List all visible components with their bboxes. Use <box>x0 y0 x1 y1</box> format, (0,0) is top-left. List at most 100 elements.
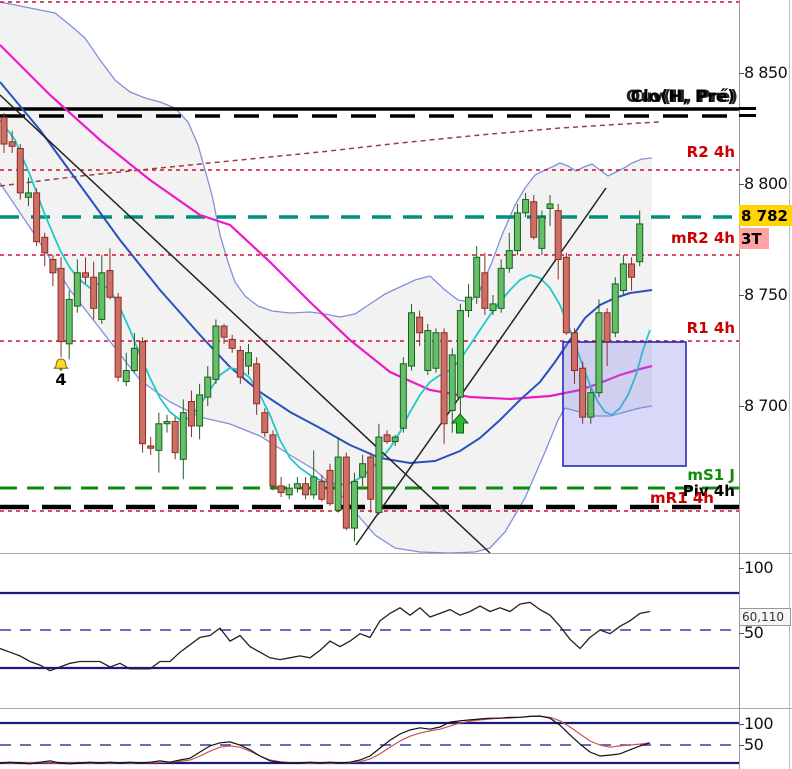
candle-body <box>318 480 326 500</box>
candle-body <box>49 258 57 274</box>
window-right-edge <box>789 0 790 769</box>
candle-body <box>33 192 41 243</box>
last-price-badge[interactable]: 8 782 <box>739 205 792 226</box>
candle-body <box>456 310 464 398</box>
candle-body <box>603 312 611 343</box>
pivot-label-piv: Piv 4h <box>682 482 735 500</box>
candle-body <box>448 354 456 411</box>
candle-body <box>130 347 138 371</box>
candle-body <box>57 267 65 343</box>
candle-body <box>350 480 358 529</box>
alert-count-badge[interactable]: 3T <box>739 228 769 249</box>
oscillator-value-box: 60,110 <box>739 608 791 626</box>
trendline-descending[interactable] <box>0 94 491 554</box>
candle-body <box>399 363 407 429</box>
candle-body <box>481 272 489 309</box>
osc2-tick-50: 50 <box>744 735 764 754</box>
buy-arrow-icon[interactable] <box>450 413 470 434</box>
series-title-open: Ouv(H, Pré) <box>625 87 738 107</box>
candle-body <box>359 463 367 478</box>
candle-body <box>505 250 513 269</box>
candle-body <box>334 456 342 511</box>
candle-body <box>611 283 619 334</box>
candle-body <box>497 267 505 309</box>
stoch-k-line <box>0 715 651 765</box>
axis-tick <box>739 633 744 634</box>
osc1-tick-100: 100 <box>744 558 774 577</box>
trendline-ascending[interactable] <box>355 187 607 546</box>
price-tick-8750: 8 750 <box>744 285 788 304</box>
axis-tick <box>739 406 744 407</box>
close-level-axis-mark <box>739 107 756 110</box>
axis-tick <box>739 295 744 296</box>
candle-body <box>375 436 383 514</box>
pivot-label-ms1: mS1 J <box>687 466 735 484</box>
main-chart-svg: 4 <box>0 1 739 765</box>
candle-body <box>114 296 122 378</box>
candle-body <box>98 272 106 320</box>
candle-body <box>0 116 8 145</box>
candle-body <box>310 476 318 496</box>
candle-body <box>106 270 114 298</box>
candle-body <box>628 263 636 278</box>
candle-body <box>24 192 32 198</box>
candle-body <box>473 256 481 298</box>
candle-body <box>530 201 538 238</box>
candle-body <box>285 487 293 496</box>
candle-body <box>269 434 277 487</box>
series-title-close: Clo(H, Pré) <box>630 87 736 107</box>
candle-body <box>432 332 440 369</box>
bollinger-band-fill <box>0 2 652 553</box>
candle-body <box>440 332 448 425</box>
candle-body <box>522 199 530 214</box>
candle-body <box>187 401 195 427</box>
price-tick-8800: 8 800 <box>744 174 788 193</box>
alert-bell-icon[interactable]: 4 <box>53 358 69 389</box>
candle-body <box>228 338 236 349</box>
candle-body <box>179 412 187 460</box>
candle-body <box>236 350 244 378</box>
candle-body <box>245 352 252 367</box>
rsi-line <box>0 601 651 672</box>
selection-box[interactable] <box>562 341 687 467</box>
osc2-tick-100: 100 <box>744 714 774 733</box>
candle-body <box>562 256 570 334</box>
price-tick-8850: 8 850 <box>744 63 788 82</box>
candle-body <box>8 141 16 147</box>
candle-body <box>465 296 473 312</box>
candle-body <box>538 216 546 249</box>
pivot-label-r1: R1 4h <box>686 319 735 337</box>
candle-body <box>82 272 89 278</box>
open-level-axis-mark <box>739 114 756 117</box>
pivot-label-mr2: mR2 4h <box>671 229 735 247</box>
panel1-top-border <box>0 553 792 554</box>
candle-body <box>16 147 24 194</box>
axis-tick <box>739 724 744 725</box>
candle-body <box>212 325 220 380</box>
axis-tick <box>739 745 744 746</box>
candle-body <box>554 210 562 260</box>
candle-body <box>90 276 98 309</box>
candle-body <box>571 332 578 371</box>
price-axis-line[interactable] <box>739 0 740 769</box>
candle-body <box>204 376 212 398</box>
candle-body <box>416 316 424 334</box>
candle-body <box>277 485 285 494</box>
axis-tick <box>739 73 744 74</box>
candle-body <box>383 434 391 443</box>
candle-body <box>293 483 301 489</box>
axis-tick <box>739 568 744 569</box>
candle-body <box>139 341 147 445</box>
candle-body <box>342 456 350 529</box>
candle-body <box>595 312 603 394</box>
candle-body <box>122 369 130 383</box>
panel2-top-border <box>0 708 792 709</box>
candle-body <box>253 363 261 405</box>
candle-body <box>636 223 644 263</box>
candle-body <box>163 421 171 425</box>
candle-body <box>220 325 228 338</box>
candle-body <box>261 412 269 434</box>
alert-bell-count: 4 <box>55 370 66 389</box>
pivot-label-r2: R2 4h <box>686 143 735 161</box>
candle-body <box>424 330 432 371</box>
